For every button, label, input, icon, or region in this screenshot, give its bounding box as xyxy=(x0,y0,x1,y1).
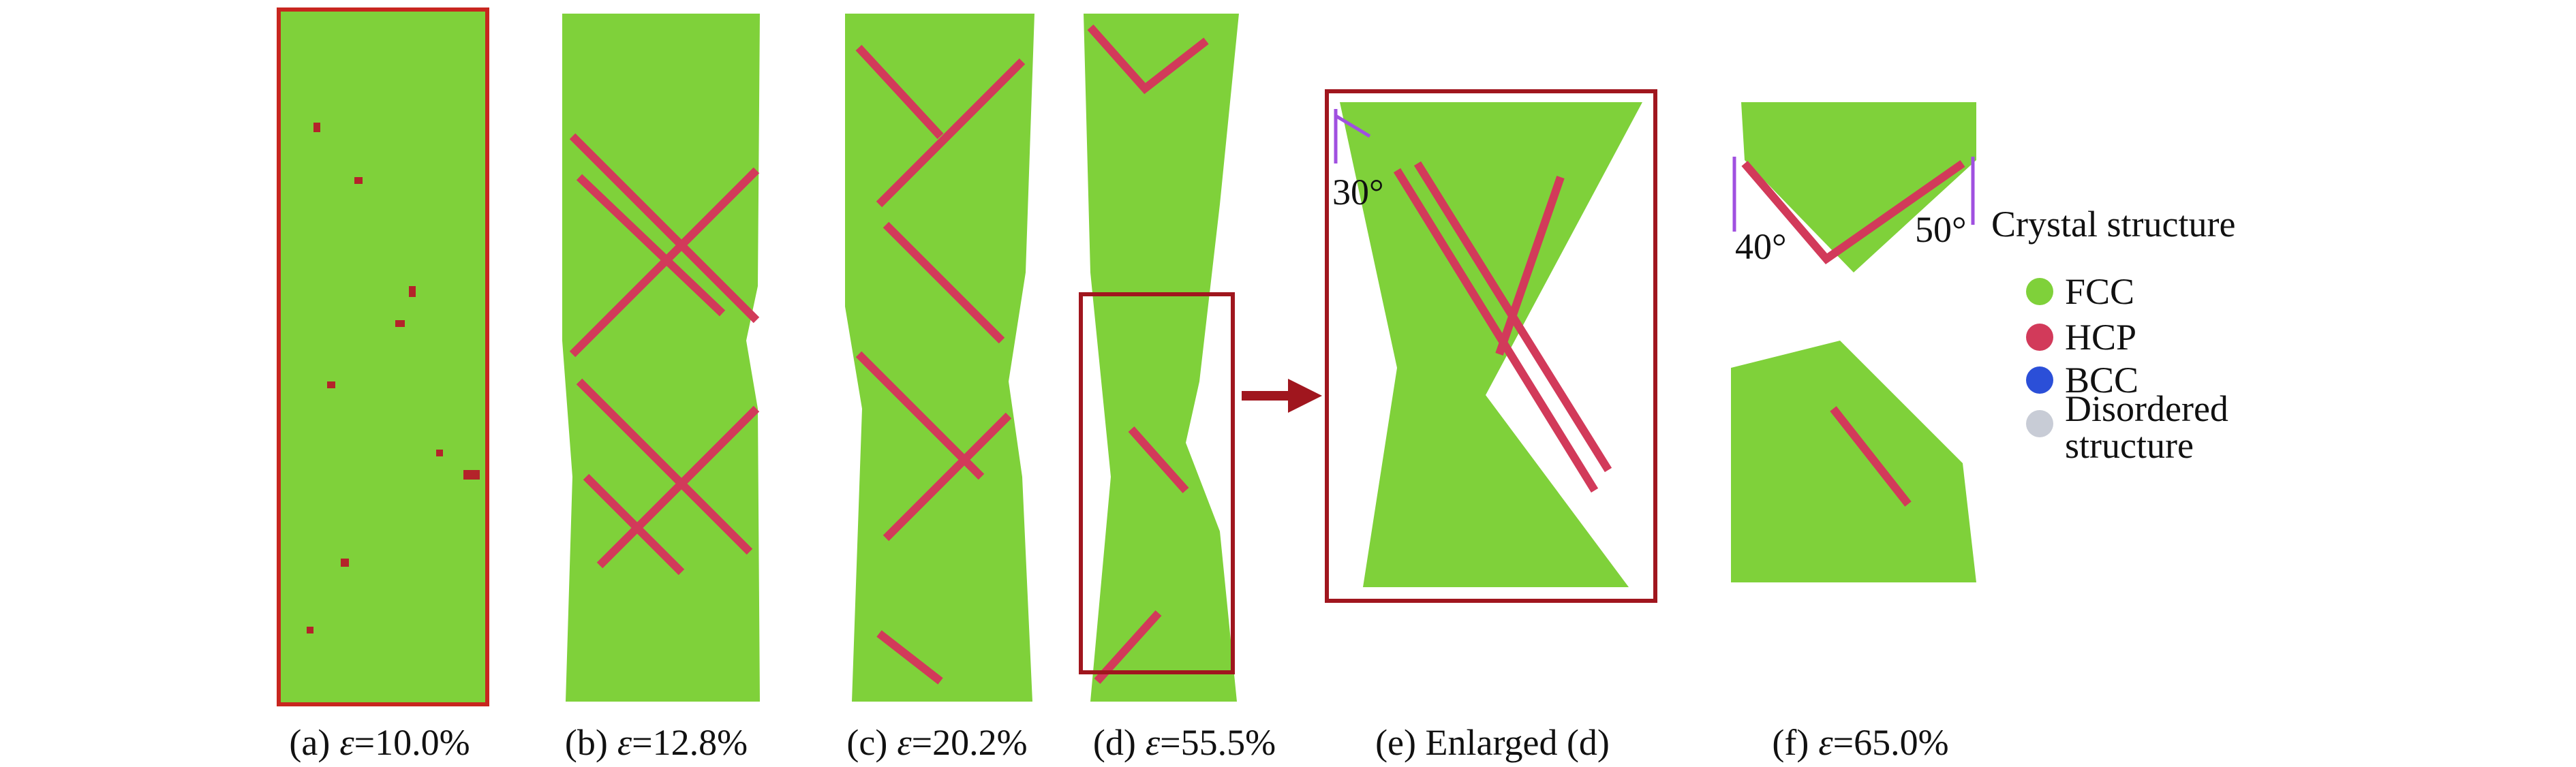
caption: (c) ε=20.2% xyxy=(846,722,1027,763)
caption-label: (e) Enlarged (d) xyxy=(1375,722,1610,763)
caption-value: =12.8% xyxy=(632,722,748,763)
caption-label: (d) xyxy=(1093,722,1136,763)
angle-label: 30° xyxy=(1332,172,1384,213)
caption: (f) ε=65.0% xyxy=(1772,722,1948,763)
panel-e xyxy=(1325,89,1657,603)
angle-label: 40° xyxy=(1735,226,1787,267)
caption-value: =55.5% xyxy=(1160,722,1276,763)
legend-title: Crystal structure xyxy=(1991,204,2235,245)
caption-symbol: ε xyxy=(617,722,632,763)
caption-label: (b) xyxy=(565,722,608,763)
caption-label: (c) xyxy=(846,722,887,763)
legend-label: FCC xyxy=(2065,271,2134,312)
legend-label: HCP xyxy=(2065,317,2136,358)
caption: (a) ε=10.0% xyxy=(289,722,470,763)
panel-a xyxy=(277,7,489,706)
caption: (e) Enlarged (d) xyxy=(1375,722,1610,763)
legend: FCC HCP BCC Disordered structure xyxy=(2026,271,2228,466)
caption-value: =65.0% xyxy=(1833,722,1949,763)
caption: (b) ε=12.8% xyxy=(565,722,748,763)
captions: (a) ε=10.0% (b) ε=12.8% (c) ε=20.2% (d) ε=55.5%… xyxy=(289,722,1948,763)
caption-label: (f) xyxy=(1772,722,1809,763)
legend-swatch xyxy=(2026,366,2053,394)
caption-symbol: ε xyxy=(1146,722,1161,763)
legend-swatch xyxy=(2026,410,2053,437)
panel-c xyxy=(845,14,1034,702)
panel-b xyxy=(562,14,760,702)
legend-label: Disordered xyxy=(2065,388,2228,429)
caption-symbol: ε xyxy=(897,722,912,763)
caption-value: =20.2% xyxy=(912,722,1028,763)
legend-swatch xyxy=(2026,324,2053,351)
legend-label: BCC xyxy=(2065,360,2138,401)
legend-swatch xyxy=(2026,278,2053,305)
caption-symbol: ε xyxy=(339,722,354,763)
caption-symbol: ε xyxy=(1818,722,1833,763)
caption-label: (a) xyxy=(289,722,330,763)
arrow xyxy=(1242,379,1322,413)
caption: (d) ε=55.5% xyxy=(1093,722,1276,763)
caption-value: =10.0% xyxy=(354,722,470,763)
panel-d xyxy=(1079,14,1239,702)
legend-label: structure xyxy=(2065,425,2194,466)
angle-label: 50° xyxy=(1915,209,1967,250)
panel-f xyxy=(1731,102,1976,582)
